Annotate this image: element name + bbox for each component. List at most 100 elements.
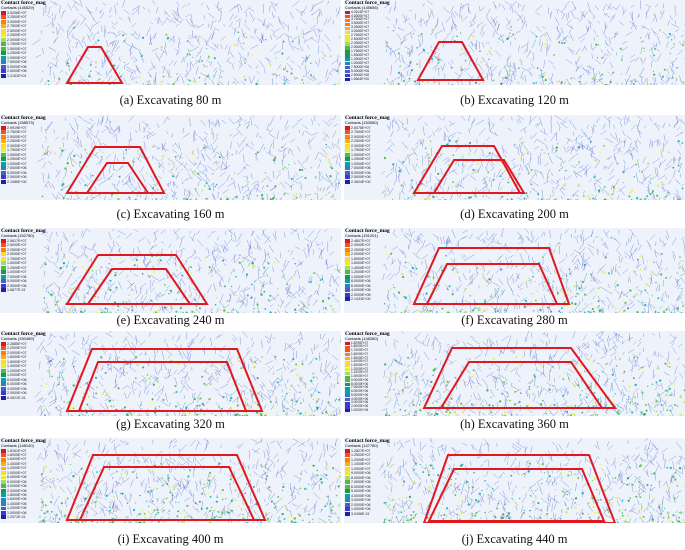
- legend-swatch: [1, 382, 6, 387]
- legend-row: 1.7500E+07: [345, 148, 391, 153]
- legend-row: 2.5000E+06: [1, 175, 47, 180]
- legend-row: 2.5000E+06: [1, 284, 47, 289]
- legend-value: 1.2000E+07: [351, 457, 371, 462]
- legend-row: 7.5000E+06: [1, 166, 47, 171]
- legend-swatch: [1, 37, 6, 42]
- legend-value: 1.1000E+07: [351, 462, 371, 467]
- legend-value: 1.4000E+07: [7, 364, 27, 369]
- legend-value: 2.9919E+07: [7, 125, 27, 130]
- legend-swatch: [345, 507, 350, 512]
- legend-row: 2.0000E+07: [345, 144, 391, 149]
- panel-j: Contact force_mag Contacts (147780) 1.2827…: [344, 438, 685, 523]
- legend-swatch: [345, 46, 350, 50]
- legend-title: Contact force_mag: [1, 228, 46, 234]
- network-background: [0, 438, 341, 523]
- legend-value: 2.4807E+07: [351, 238, 371, 243]
- legend-value: 2.5000E+06: [351, 72, 370, 77]
- panel-b: Contact force_mag Contacts (145656) 4.2613…: [344, 0, 685, 85]
- legend-swatch: [1, 152, 6, 157]
- panel-h: Contact force_mag Contacts (148280) 1.8295…: [344, 331, 685, 416]
- legend-swatch: [1, 252, 6, 257]
- legend-row: 1.7500E+07: [1, 148, 47, 153]
- legend-row: 1.7000E+07: [345, 348, 391, 353]
- legend-row: 1.0000E+07: [345, 467, 391, 472]
- legend-value: 2.4000E+07: [351, 243, 371, 248]
- legend-value: 2.2885E+07: [7, 341, 27, 346]
- legend-value: 6.0000E+06: [351, 283, 371, 288]
- legend-row: 1.8000E+07: [1, 355, 47, 360]
- legend-row: 7.5000E+06: [1, 275, 47, 280]
- legend-row: 7.5000E+06: [1, 60, 47, 65]
- legend-row: 1.5000E+07: [345, 356, 391, 361]
- legend-swatch: [1, 175, 6, 180]
- legend-row: 1.2500E+07: [1, 266, 47, 271]
- legend-value: 6.0000E+06: [351, 484, 371, 489]
- legend-row: 1.4000E+07: [345, 360, 391, 364]
- legend-value: 3.5206E+07: [7, 10, 27, 15]
- legend-swatch: [1, 368, 6, 373]
- panel-e: Contact force_mag Contacts (152750) 2.5817…: [0, 228, 341, 313]
- legend-row: 1.5664E+00: [345, 76, 391, 82]
- legend-row: 2.0000E+07: [1, 351, 47, 356]
- legend-value: 1.0000E+06: [7, 510, 27, 515]
- legend-swatch: [1, 373, 6, 378]
- legend-swatch: [1, 346, 6, 351]
- legend-swatch: [345, 14, 350, 19]
- legend-row: 8.0000E+06: [345, 279, 391, 284]
- legend-row: 2.2500E+07: [1, 33, 47, 38]
- legend-row: 6.0000E+06: [345, 485, 391, 490]
- legend-value: 1.8000E+07: [7, 453, 27, 458]
- legend-row: 5.0000E+06: [1, 171, 47, 176]
- legend-swatch: [345, 38, 350, 42]
- legend-swatch: [1, 170, 6, 175]
- network-background: [0, 0, 341, 85]
- legend-swatch: [345, 364, 350, 368]
- legend-swatch: [345, 261, 350, 266]
- legend-swatch: [345, 42, 350, 46]
- legend-swatch: [1, 475, 6, 480]
- legend-row: 8.0000E+06: [345, 382, 391, 387]
- legend-value: 1.0000E+07: [7, 55, 27, 60]
- legend-value: 1.4000E+07: [351, 265, 371, 270]
- legend-swatch: [345, 152, 350, 157]
- legend-value: 3.0000E+07: [351, 29, 370, 34]
- legend-swatch: [1, 256, 6, 261]
- legend-value: 9.0000E+06: [351, 377, 369, 382]
- legend-value: 5.0000E+06: [7, 64, 27, 69]
- contact-force-network: [0, 115, 341, 200]
- legend-swatch: [1, 493, 6, 498]
- color-legend: Contact force_mag Contacts (150489) 2.2885…: [1, 331, 47, 400]
- contact-force-network: [344, 438, 685, 523]
- legend-row: 4.0000E+06: [345, 288, 391, 293]
- caption-b: (b) Excavating 120 m: [460, 93, 569, 107]
- panel-f: Contact force_mag Contacts (151201) 2.4807…: [344, 228, 685, 313]
- legend-row: 3.0496E-01: [345, 512, 391, 517]
- legend-swatch: [1, 166, 6, 171]
- legend-value: 1.2500E+07: [7, 51, 27, 56]
- legend-value: 1.5664E+00: [351, 76, 370, 81]
- panel-i: Contact force_mag Contacts (148140) 1.8161…: [0, 438, 341, 523]
- legend-swatch: [345, 134, 350, 139]
- legend-swatch: [345, 58, 350, 62]
- legend-value: 2.2000E+07: [351, 247, 371, 252]
- legend-title: Contact force_mag: [1, 331, 46, 337]
- force-chains: [36, 115, 341, 200]
- legend-swatch: [345, 274, 350, 279]
- contact-force-network: [344, 331, 685, 416]
- legend-swatch: [345, 73, 350, 78]
- legend-swatch: [345, 353, 350, 357]
- legend-title: Contact force_mag: [345, 0, 390, 6]
- legend-value: 3.2500E+07: [351, 25, 370, 30]
- legend-value: 7.5000E+06: [7, 60, 27, 65]
- legend-row: 1.0000E+06: [1, 511, 47, 515]
- legend-row: 1.5000E+07: [345, 53, 391, 58]
- excavation-outline-inner: [85, 162, 150, 194]
- legend-swatch: [345, 394, 350, 398]
- legend-row: 1.6877E-01: [1, 288, 47, 293]
- legend-row: 2.9919E+07: [1, 126, 47, 131]
- legend-swatch: [1, 386, 6, 391]
- legend-swatch: [1, 457, 6, 462]
- legend-value: 1.2500E+07: [351, 453, 371, 458]
- legend-value: 1.0000E+07: [351, 274, 371, 279]
- legend-row: 2.5000E+07: [345, 37, 391, 42]
